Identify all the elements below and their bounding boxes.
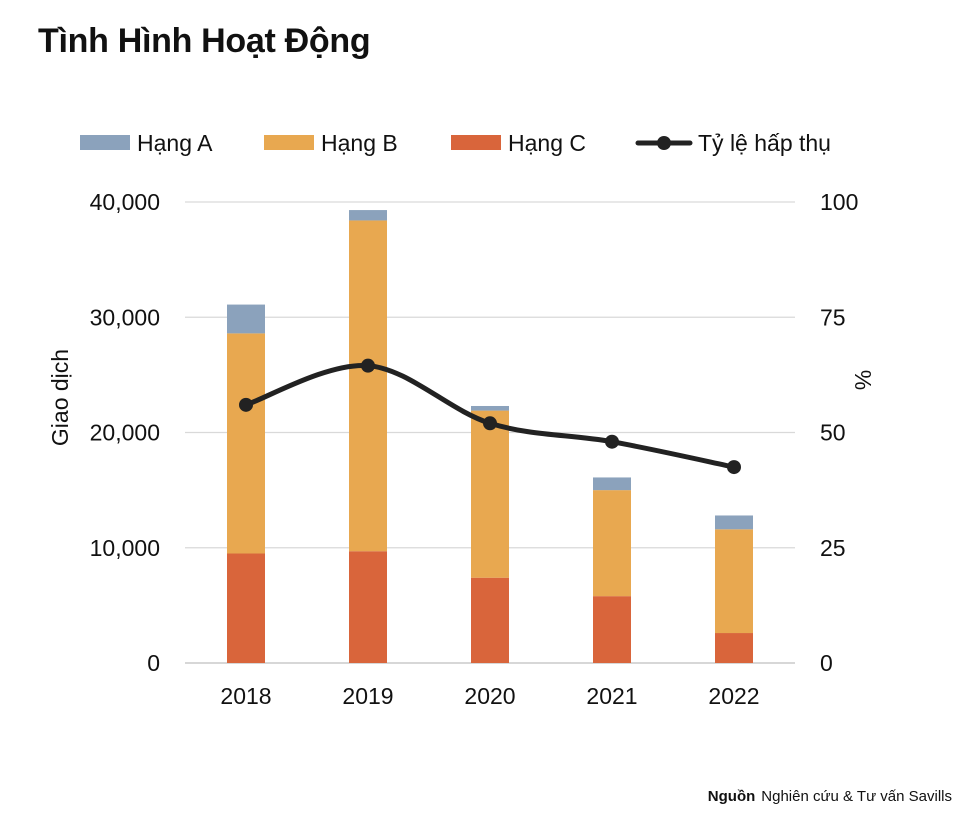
bar-segment — [471, 405, 509, 411]
line-point — [605, 434, 619, 449]
y2-tick-label: 50 — [820, 420, 846, 446]
y-tick-label: 0 — [147, 650, 160, 676]
bar-segment — [593, 596, 631, 663]
bar-segment — [471, 577, 509, 663]
x-tick-label: 2022 — [708, 683, 759, 709]
source-label: Nguồn — [707, 788, 756, 805]
bar-segment — [715, 529, 753, 634]
bar-segment — [227, 304, 265, 334]
bar-segment — [349, 220, 387, 552]
bar-segment — [471, 410, 509, 578]
bar-segment — [349, 210, 387, 221]
y-tick-label: 10,000 — [90, 535, 160, 561]
line-point — [483, 416, 497, 431]
page-title: Tình Hình Hoạt Động — [38, 22, 371, 60]
x-tick-label: 2020 — [464, 683, 515, 709]
x-tick-label: 2019 — [342, 683, 393, 709]
legend-swatch — [80, 135, 130, 150]
y-tick-label: 40,000 — [90, 189, 160, 215]
y2-tick-label: 100 — [820, 189, 858, 215]
source-text: Nghiên cứu & Tư vấn Savills — [761, 788, 952, 805]
y2-tick-label: 0 — [820, 650, 833, 676]
source-note: Nguồn Nghiên cứu & Tư vấn Savills — [708, 788, 952, 805]
x-tick-label: 2021 — [586, 683, 637, 709]
legend-label: Hạng A — [137, 130, 213, 156]
bar-segment — [227, 333, 265, 554]
legend-swatch — [451, 135, 501, 150]
y-tick-label: 20,000 — [90, 420, 160, 446]
bar-segment — [227, 553, 265, 663]
legend-label: Hạng C — [508, 130, 586, 156]
y2-axis-title: % — [850, 370, 876, 390]
legend-label: Tỷ lệ hấp thụ — [698, 130, 831, 156]
line-point — [239, 397, 253, 412]
bar-segment — [349, 551, 387, 663]
line-point — [727, 460, 741, 475]
legend-swatch — [264, 135, 314, 150]
y2-tick-label: 75 — [820, 304, 846, 330]
legend-swatch-point — [657, 136, 671, 150]
bar-segment — [715, 633, 753, 663]
bar-segment — [715, 515, 753, 530]
y-axis-title: Giao dịch — [47, 349, 73, 446]
bar-segment — [593, 477, 631, 491]
y2-tick-label: 25 — [820, 535, 846, 561]
legend-label: Hạng B — [321, 130, 398, 156]
y-tick-label: 30,000 — [90, 304, 160, 330]
bar-segment — [593, 490, 631, 597]
x-tick-label: 2018 — [220, 683, 271, 709]
line-point — [361, 358, 375, 373]
